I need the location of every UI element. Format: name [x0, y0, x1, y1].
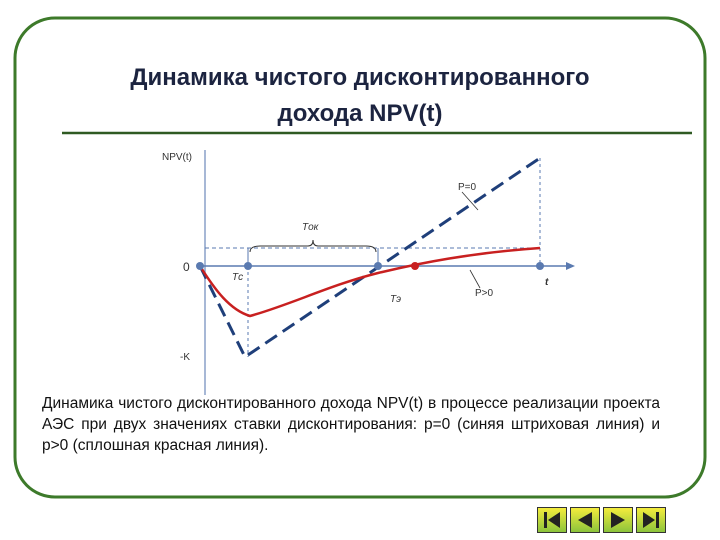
nav-first[interactable] [537, 507, 567, 533]
icon [578, 512, 592, 528]
curve-p0 [198, 156, 541, 360]
x-arrow [566, 262, 575, 270]
title-line: Динамика чистого дисконтированного [130, 64, 590, 91]
leader [461, 191, 479, 211]
icon [611, 512, 625, 528]
point [244, 262, 252, 270]
caption: Динамика чистого дисконтированного доход… [42, 395, 660, 454]
icon [643, 512, 659, 528]
tc-label: Tс [232, 272, 243, 283]
brace [249, 239, 377, 253]
ppos-label: P>0 [475, 288, 494, 299]
zero-label: 0 [183, 260, 190, 274]
p0-label: P=0 [458, 182, 477, 193]
leader [469, 269, 481, 289]
curve-ppos [198, 246, 541, 318]
title-line: дохода NPV(t) [277, 100, 443, 127]
point [196, 262, 204, 270]
nav-next[interactable] [603, 507, 633, 533]
te-label: Tэ [390, 294, 401, 305]
nav-last[interactable] [636, 507, 666, 533]
y-axis-label: NPV(t) [162, 152, 192, 163]
nav-prev[interactable] [570, 507, 600, 533]
point [411, 262, 419, 270]
payback-label: Tок [302, 222, 320, 233]
point [374, 262, 382, 270]
icon [544, 512, 560, 528]
x-axis-label: t [545, 277, 549, 288]
neg-k-label: -K [180, 352, 190, 363]
frame [13, 16, 707, 499]
point [536, 262, 544, 270]
